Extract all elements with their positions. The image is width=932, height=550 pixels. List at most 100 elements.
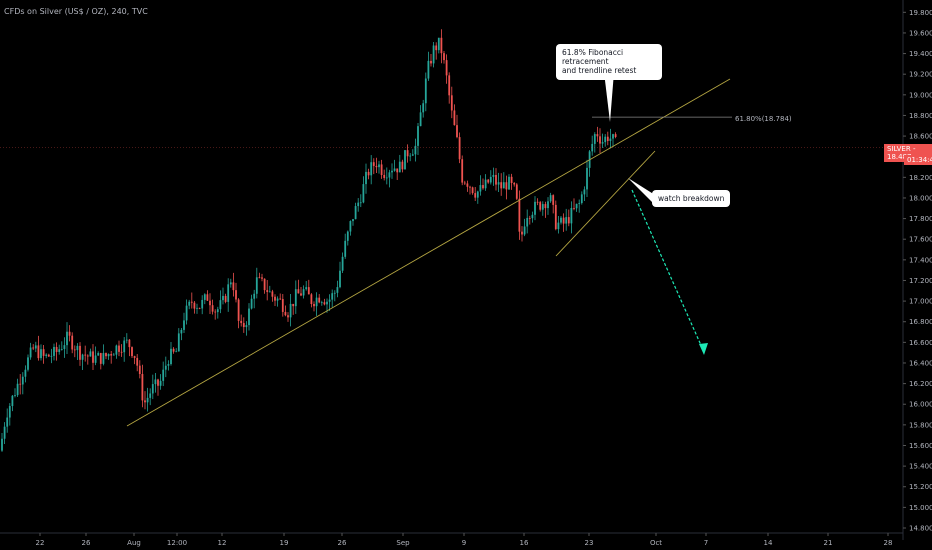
time-tick-label: 22 (36, 539, 45, 547)
candle (68, 325, 71, 342)
candle (164, 356, 167, 378)
candle (40, 344, 42, 361)
candle (154, 372, 157, 393)
candle (549, 192, 552, 203)
candle (183, 312, 185, 334)
candle (370, 155, 373, 185)
candle (201, 295, 204, 315)
breakdown-callout-pointer (628, 178, 655, 205)
time-tick-label: 12 (218, 539, 227, 547)
price-tick-label: 17.600 (909, 236, 932, 244)
candle (461, 155, 464, 186)
price-tick-label: 15.800 (909, 421, 932, 429)
candle (489, 170, 492, 185)
candle (393, 159, 396, 172)
candle (534, 196, 536, 221)
candle (180, 328, 183, 341)
price-tick-label: 15.400 (909, 463, 932, 471)
candle (344, 233, 347, 259)
candle (32, 344, 35, 351)
time-axis[interactable]: 22 26 Aug 12:00 12 19 26 Sep 9 16 23 Oct 7 14 21 28 (0, 532, 903, 547)
candle (141, 364, 144, 408)
candle (29, 342, 32, 360)
candle (596, 126, 599, 142)
candle (606, 131, 609, 146)
price-tick-label: 19.800 (909, 9, 932, 17)
candle (118, 340, 120, 357)
candle (578, 199, 581, 213)
candle (279, 293, 282, 300)
candle (614, 132, 617, 139)
candle (58, 344, 61, 355)
candle (495, 168, 497, 191)
candle (11, 394, 14, 412)
candle (417, 123, 419, 155)
candle (453, 104, 456, 126)
candle (6, 408, 9, 433)
candle (86, 354, 89, 365)
projection-arrow-head (699, 343, 708, 355)
price-tick-label: 18.200 (909, 174, 932, 182)
candle (302, 285, 305, 299)
candle (266, 280, 269, 301)
candle (175, 348, 178, 353)
candle (422, 99, 425, 118)
candle (383, 169, 386, 181)
candle (138, 360, 141, 379)
candle (105, 352, 107, 360)
candle (521, 226, 523, 242)
candle (492, 167, 495, 186)
candle (151, 374, 154, 400)
candle (248, 303, 250, 331)
candle (162, 361, 165, 387)
candle (229, 278, 232, 288)
candle (505, 175, 508, 200)
trendline (126, 78, 731, 427)
candle (107, 353, 110, 360)
candle (42, 345, 45, 364)
candle (336, 280, 339, 298)
candle (149, 388, 152, 406)
price-tick-label: 17.400 (909, 256, 932, 264)
candle (97, 351, 100, 356)
candle (565, 208, 568, 231)
candle (354, 202, 357, 220)
price-tick-label: 18.800 (909, 112, 932, 120)
candle (547, 197, 549, 215)
price-tick-label: 17.200 (909, 277, 932, 285)
candle (45, 353, 48, 359)
candle (112, 352, 115, 356)
candle (146, 387, 149, 412)
price-axis[interactable]: 14.800 15.000 15.200 15.400 15.600 15.800 16.0… (902, 0, 932, 540)
candle (289, 294, 292, 327)
time-tick-label: 26 (82, 539, 91, 547)
candle (398, 154, 401, 173)
candle (601, 133, 604, 148)
candle (172, 347, 175, 354)
candle (583, 186, 586, 201)
candle (71, 332, 74, 354)
candle (526, 209, 529, 234)
candle (510, 173, 513, 190)
candle (1, 432, 3, 452)
candle (448, 72, 451, 104)
candle (612, 133, 614, 148)
candle (24, 365, 27, 383)
candle (450, 86, 453, 119)
candle (562, 213, 565, 232)
candle (245, 321, 248, 336)
price-tick-label: 16.600 (909, 339, 932, 347)
candle (219, 290, 222, 314)
candle (560, 215, 562, 225)
candle (281, 294, 284, 317)
candle (609, 128, 612, 149)
candle (362, 176, 365, 204)
candle (250, 294, 253, 310)
candle (16, 378, 19, 397)
fib-callout: 61.8% Fibonacci retracement and trendlin… (556, 44, 662, 80)
candle (388, 169, 391, 188)
candle (237, 298, 240, 329)
candle (123, 337, 126, 362)
candle (89, 348, 92, 357)
